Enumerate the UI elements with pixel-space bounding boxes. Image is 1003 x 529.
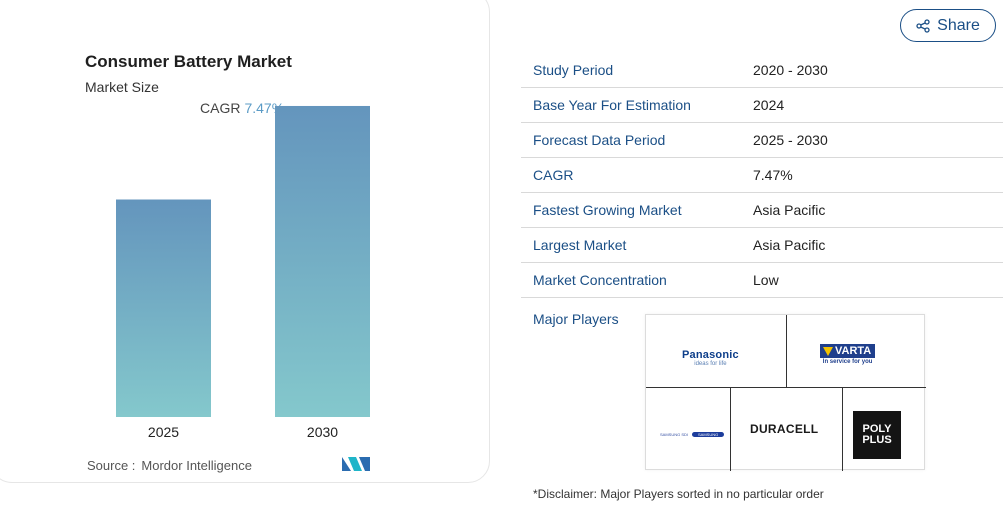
table-row: CAGR 7.47% <box>521 158 1003 193</box>
polyplus-line1: POLY <box>862 423 892 435</box>
table-row: Fastest Growing Market Asia Pacific <box>521 193 1003 228</box>
table-row: Largest Market Asia Pacific <box>521 228 1003 263</box>
market-size-card <box>0 0 490 483</box>
polyplus-logo: POLY PLUS <box>853 411 901 459</box>
samsung-oval: SAMSUNG <box>692 432 725 437</box>
share-icon <box>916 18 930 33</box>
cagr-label: CAGR <box>200 100 241 116</box>
card-subtitle: Market Size <box>85 79 159 95</box>
cagr-summary: CAGR 7.47% <box>200 100 284 116</box>
row-value: 2020 - 2030 <box>753 62 828 78</box>
bar-2025 <box>116 199 211 417</box>
chart-source: Source : Mordor Intelligence <box>87 458 252 473</box>
source-value: Mordor Intelligence <box>141 458 252 473</box>
divider <box>842 387 843 471</box>
x-tick-label: 2025 <box>148 424 179 440</box>
row-label[interactable]: Largest Market <box>533 237 627 253</box>
row-value: Asia Pacific <box>753 237 826 253</box>
bar-2030 <box>275 105 370 417</box>
disclaimer-text: *Disclaimer: Major Players sorted in no … <box>533 487 824 501</box>
row-value: 7.47% <box>753 167 793 183</box>
share-label: Share <box>937 16 980 34</box>
row-value: 2024 <box>753 97 785 113</box>
mordor-intelligence-logo <box>342 457 370 471</box>
major-players-logos[interactable]: Panasonic ideas for life VARTA In servic… <box>645 314 926 471</box>
row-label[interactable]: Study Period <box>533 62 614 78</box>
row-label[interactable]: Base Year For Estimation <box>533 97 691 113</box>
cagr-value: 7.47% <box>244 100 285 116</box>
row-value: 2025 - 2030 <box>753 132 828 148</box>
panasonic-logo: Panasonic ideas for life <box>682 349 739 367</box>
share-button[interactable]: Share <box>900 9 996 42</box>
major-players-label[interactable]: Major Players <box>533 311 619 327</box>
row-label[interactable]: Market Concentration <box>533 272 667 288</box>
varta-tagline: In service for you <box>822 359 873 365</box>
varta-logo: VARTA In service for you <box>820 344 876 365</box>
table-row: Forecast Data Period 2025 - 2030 <box>521 123 1003 158</box>
x-tick-label: 2030 <box>307 424 338 440</box>
varta-name: VARTA <box>835 345 872 357</box>
row-value: Asia Pacific <box>753 202 826 218</box>
table-row: Study Period 2020 - 2030 <box>521 53 1003 88</box>
table-row: Market Concentration Low <box>521 263 1003 298</box>
divider <box>730 387 731 471</box>
row-value: Low <box>753 272 779 288</box>
varta-triangle-icon <box>823 346 833 356</box>
samsung-sdi-text: SAMSUNG SDI <box>660 432 689 437</box>
market-info-table: Study Period 2020 - 2030 Base Year For E… <box>521 53 1003 298</box>
panasonic-name: Panasonic <box>682 349 739 361</box>
source-label: Source : <box>87 458 136 473</box>
polyplus-line2: PLUS <box>862 434 892 446</box>
panasonic-tagline: ideas for life <box>694 361 727 367</box>
samsung-sdi-logo: SAMSUNG SDI SAMSUNG <box>660 432 725 437</box>
table-row: Base Year For Estimation 2024 <box>521 88 1003 123</box>
row-label[interactable]: Forecast Data Period <box>533 132 666 148</box>
card-title: Consumer Battery Market <box>85 52 292 71</box>
row-label[interactable]: CAGR <box>533 167 574 183</box>
market-size-bar-chart: 2025 2030 <box>116 105 370 440</box>
divider <box>646 387 926 388</box>
row-label[interactable]: Fastest Growing Market <box>533 202 682 218</box>
duracell-logo: DURACELL <box>750 422 819 436</box>
divider <box>786 315 787 387</box>
